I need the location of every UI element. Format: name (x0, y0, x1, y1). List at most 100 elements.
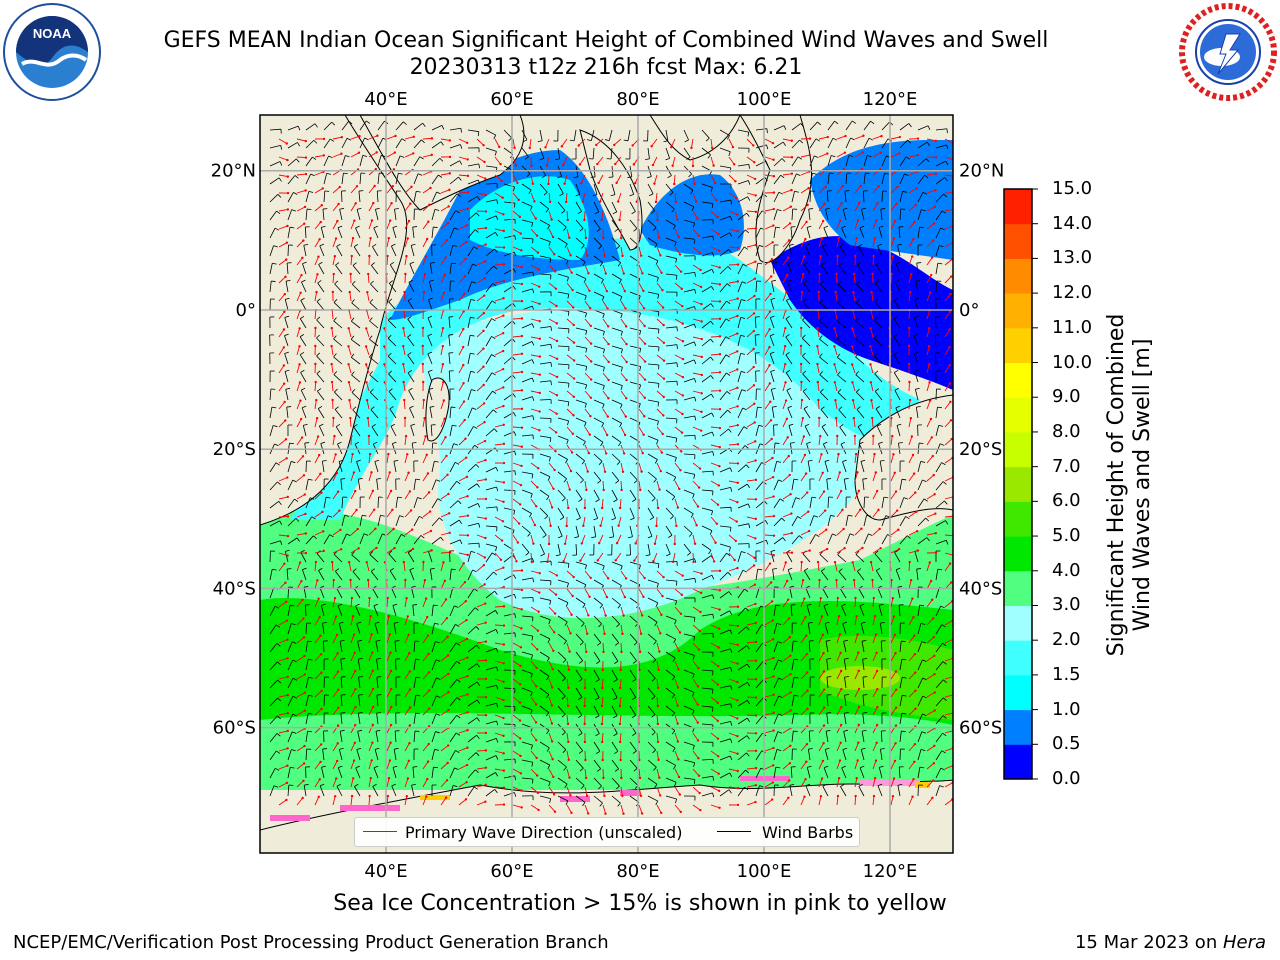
wave-arrow-head (554, 287, 558, 290)
wind-barb (837, 392, 847, 401)
wind-barb-flag (711, 269, 715, 274)
wind-barb (503, 632, 515, 635)
wave-arrow-head (934, 156, 938, 159)
wind-barb-flag (452, 785, 458, 788)
wind-barb-flag (843, 729, 849, 732)
wave-arrow-head (621, 254, 624, 258)
wave-arrow (314, 171, 324, 176)
wind-barb (611, 201, 618, 213)
wind-barb-flag (358, 658, 363, 660)
wave-arrow (944, 242, 953, 248)
wind-barb (629, 777, 639, 786)
wave-arrow (638, 228, 641, 239)
wind-barb-flag (602, 313, 605, 319)
wind-barb (719, 506, 732, 509)
wave-arrow-head (584, 236, 588, 240)
wave-arrow-head (535, 505, 538, 508)
wind-barb-flag (514, 450, 517, 456)
wind-barb (934, 352, 937, 365)
wave-arrow-head (929, 579, 933, 583)
wind-barb (539, 795, 551, 800)
wind-barb-flag (775, 226, 780, 229)
wind-barb-flag (741, 551, 746, 554)
wave-arrow-head (652, 560, 655, 563)
wave-arrow (616, 174, 622, 184)
wind-barb-flag (938, 424, 944, 427)
wind-barb-flag (789, 783, 795, 786)
wind-barb (647, 705, 656, 715)
wind-barb (629, 183, 635, 195)
wind-barb (719, 666, 731, 671)
wave-arrow-head (554, 431, 558, 434)
wind-barb-flag (861, 639, 867, 642)
wave-arrow-head (933, 205, 937, 208)
wind-barb-flag (336, 783, 342, 787)
wave-arrow-head (932, 222, 936, 225)
wind-barb (413, 516, 420, 527)
wind-barb-flag (316, 316, 321, 321)
wave-arrow-head (446, 473, 449, 477)
wind-barb-flag (826, 712, 832, 714)
wind-barb-flag (690, 513, 694, 518)
wave-arrow-head (286, 554, 289, 557)
wind-barb (773, 713, 779, 725)
wave-arrow-head (790, 139, 794, 142)
wind-barb-flag (375, 729, 381, 732)
wind-barb (611, 237, 620, 247)
wave-arrow (583, 210, 586, 221)
wind-barb-flag (369, 388, 374, 393)
wave-arrow-head (911, 597, 914, 600)
wind-barb-flag (742, 569, 748, 573)
wave-arrow-head (950, 275, 953, 278)
wind-barb (287, 209, 293, 221)
wave-arrow-head (322, 137, 326, 141)
wave-arrow-head (836, 254, 839, 258)
wind-barb (701, 356, 711, 365)
wave-arrow-head (283, 310, 286, 313)
wave-arrow-head (538, 391, 541, 395)
wind-barb (539, 560, 551, 563)
wind-barb-flag (599, 262, 604, 267)
wind-barb (337, 767, 343, 779)
wind-barb-flag (453, 443, 458, 446)
wave-arrow-head (442, 399, 446, 402)
wave-arrow-head (441, 344, 445, 348)
wind-barb (391, 245, 397, 257)
wind-barb-flag (745, 229, 749, 234)
wind-barb (773, 623, 778, 635)
wave-arrow-head (606, 415, 610, 418)
wave-arrow-head (374, 527, 377, 530)
wind-barb (301, 281, 307, 293)
wave-arrow-head (699, 591, 703, 595)
wave-arrow-head (466, 191, 470, 194)
wind-barb (557, 381, 569, 384)
wind-barb (856, 409, 865, 419)
wind-barb-flag (803, 280, 808, 284)
wind-barb (917, 227, 921, 239)
wind-barb (323, 173, 328, 185)
wind-barb (791, 713, 795, 725)
wave-arrow-head (580, 542, 584, 545)
wave-arrow-head (354, 489, 357, 493)
wind-barb (413, 713, 416, 725)
wind-barb (683, 741, 695, 746)
wave-arrow-head (538, 337, 542, 340)
wind-barb (431, 677, 437, 689)
wind-barb-flag (358, 712, 363, 714)
wind-barb (611, 561, 623, 567)
wind-barb (820, 409, 829, 419)
wind-barb-flag (727, 266, 732, 270)
wind-barb-flag (620, 565, 623, 571)
wind-barb (855, 338, 865, 347)
wind-barb-flag (476, 699, 480, 704)
wave-arrow-head (426, 472, 430, 475)
wind-barb-flag (291, 209, 296, 212)
wind-barb-flag (837, 371, 841, 376)
wind-barb (755, 785, 760, 797)
wave-arrow-head (677, 235, 681, 239)
wind-barb (557, 435, 569, 441)
wind-barb (503, 218, 516, 221)
wind-barb (557, 579, 569, 584)
wind-barb-flag (667, 175, 672, 179)
wind-barb-flag (375, 207, 380, 210)
